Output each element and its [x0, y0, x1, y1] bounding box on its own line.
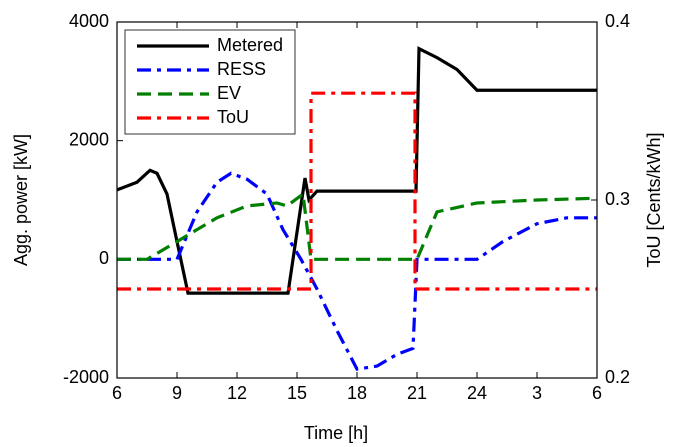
y2-tick-label: 0.4 — [605, 11, 630, 31]
x-tick-label: 6 — [112, 383, 122, 403]
y2-tick-label: 0.3 — [605, 189, 630, 209]
x-tick-label: 9 — [172, 383, 182, 403]
x-tick-label: 15 — [287, 383, 307, 403]
x-axis-label: Time [h] — [304, 423, 368, 443]
series-line — [117, 91, 597, 291]
y-tick-label: 2000 — [69, 129, 109, 149]
y2-axis-label: ToU [Cents/kWh] — [644, 132, 664, 267]
y-tick-label: 4000 — [69, 11, 109, 31]
series-line — [116, 46, 597, 295]
x-tick-label: 6 — [592, 383, 602, 403]
y-tick-label: -2000 — [63, 367, 109, 387]
y-axis-label: Agg. power [kW] — [11, 134, 31, 266]
x-tick-label: 18 — [347, 383, 367, 403]
legend-label: EV — [217, 83, 241, 103]
plot-frame — [116, 21, 598, 379]
y-tick-label: 0 — [99, 248, 109, 268]
x-tick-label: 12 — [227, 383, 247, 403]
x-tick-label: 24 — [467, 383, 487, 403]
legend-label: ToU — [217, 107, 249, 127]
series-line — [117, 171, 597, 371]
series-line — [117, 191, 598, 261]
legend-label: RESS — [217, 59, 266, 79]
legend-label: Metered — [217, 35, 283, 55]
x-tick-label: 3 — [532, 383, 542, 403]
x-tick-label: 21 — [407, 383, 427, 403]
y2-tick-label: 0.2 — [605, 367, 630, 387]
